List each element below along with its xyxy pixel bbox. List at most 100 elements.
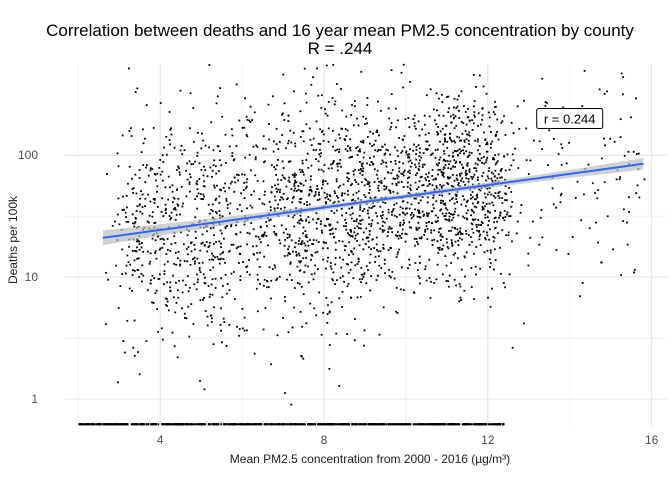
- data-point: [349, 235, 352, 238]
- data-point: [489, 211, 491, 214]
- zero-value-point: [85, 423, 88, 426]
- data-point: [448, 163, 450, 166]
- data-point: [499, 272, 502, 275]
- zero-value-point: [400, 423, 403, 426]
- data-point: [417, 162, 420, 165]
- data-point: [221, 232, 223, 235]
- data-point: [514, 147, 516, 150]
- data-point: [475, 223, 478, 226]
- data-point: [161, 170, 164, 173]
- data-point: [254, 174, 257, 177]
- data-point: [395, 202, 398, 205]
- data-point: [424, 230, 427, 233]
- data-point: [161, 338, 164, 341]
- data-point: [393, 214, 396, 217]
- data-point: [141, 206, 144, 209]
- data-point: [450, 213, 452, 215]
- data-point: [332, 159, 335, 162]
- data-point: [630, 116, 632, 119]
- data-point: [273, 264, 276, 267]
- data-point: [373, 205, 376, 208]
- data-point: [367, 269, 369, 271]
- data-point: [325, 64, 328, 67]
- data-point: [493, 175, 496, 178]
- data-point: [211, 317, 213, 320]
- data-point: [448, 274, 451, 277]
- data-point: [159, 238, 162, 240]
- data-point: [186, 162, 189, 165]
- data-point: [153, 202, 156, 204]
- data-point: [459, 227, 462, 230]
- data-point: [238, 119, 241, 122]
- data-point: [416, 172, 419, 175]
- data-point: [606, 215, 609, 218]
- data-point: [326, 260, 329, 263]
- data-point: [344, 218, 347, 221]
- data-point: [367, 180, 369, 183]
- data-point: [301, 159, 304, 162]
- data-point: [208, 242, 211, 244]
- data-point: [283, 206, 286, 209]
- data-point: [635, 153, 638, 155]
- zero-value-point: [107, 423, 110, 426]
- zero-value-point: [409, 423, 412, 426]
- data-point: [199, 299, 202, 302]
- data-point: [413, 143, 415, 146]
- data-point: [345, 225, 347, 228]
- data-point: [353, 220, 355, 222]
- data-point: [453, 210, 456, 213]
- zero-value-point: [200, 423, 203, 426]
- data-point: [421, 128, 423, 131]
- grid-lines: [64, 64, 668, 426]
- data-point: [299, 171, 302, 174]
- data-point: [410, 217, 413, 220]
- data-point: [149, 260, 152, 263]
- data-point: [151, 274, 154, 277]
- data-point: [208, 64, 211, 66]
- data-point: [481, 107, 484, 110]
- data-point: [471, 241, 473, 243]
- data-point: [638, 196, 641, 199]
- data-point: [360, 266, 363, 269]
- data-point: [388, 117, 391, 120]
- data-point: [243, 126, 246, 129]
- data-point: [354, 179, 357, 181]
- data-point: [264, 147, 267, 150]
- data-point: [467, 139, 470, 142]
- data-point: [275, 127, 278, 130]
- data-point: [449, 115, 452, 118]
- data-point: [418, 155, 421, 157]
- data-point: [396, 253, 399, 256]
- data-point: [415, 238, 418, 240]
- data-point: [370, 275, 372, 277]
- data-point: [511, 240, 513, 243]
- zero-value-point: [269, 423, 272, 426]
- data-point: [351, 155, 354, 158]
- data-point: [407, 117, 410, 119]
- data-point: [424, 133, 427, 136]
- data-point: [396, 231, 399, 233]
- data-point: [151, 215, 154, 218]
- data-point: [354, 234, 357, 237]
- data-point: [330, 167, 333, 170]
- data-point: [280, 196, 283, 199]
- data-point: [315, 314, 318, 317]
- data-point: [429, 297, 432, 299]
- data-point: [432, 203, 435, 206]
- data-point: [441, 194, 444, 197]
- data-point: [460, 163, 463, 166]
- data-point: [183, 312, 186, 315]
- zero-value-point: [338, 423, 341, 426]
- data-point: [330, 228, 333, 231]
- data-point: [399, 206, 402, 209]
- data-point: [539, 216, 542, 219]
- zero-value-point: [201, 423, 204, 426]
- data-point: [453, 127, 456, 130]
- data-point: [424, 177, 427, 180]
- zero-value-point: [170, 423, 173, 426]
- data-point: [384, 272, 386, 274]
- data-point: [218, 214, 221, 217]
- data-point: [408, 176, 411, 179]
- data-point: [466, 199, 469, 202]
